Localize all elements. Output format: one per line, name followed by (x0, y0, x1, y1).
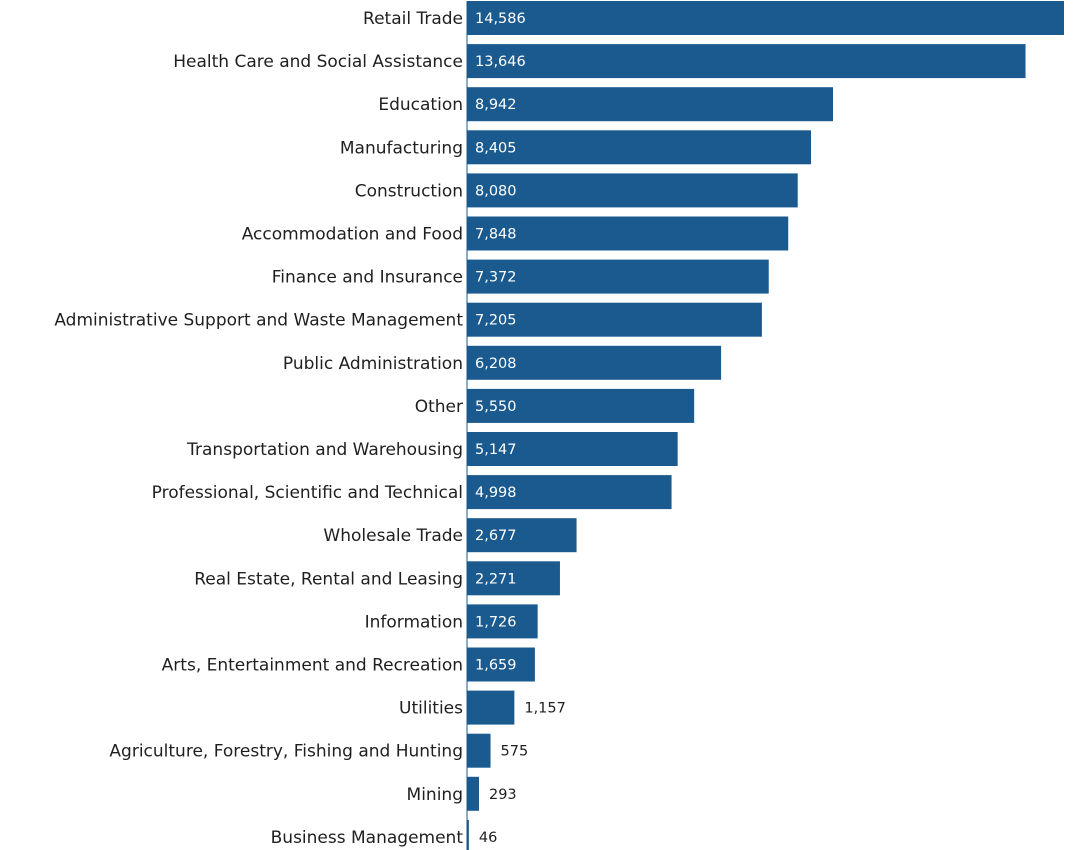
value-label-public-administration: 6,208 (475, 356, 517, 372)
bar-professional-scientific-and-technical (467, 475, 672, 510)
category-label-finance-and-insurance: Finance and Insurance (272, 268, 463, 288)
category-label-construction: Construction (355, 181, 463, 201)
value-label-other: 5,550 (475, 399, 517, 415)
category-label-professional-scientific-and-technical: Professional, Scientific and Technical (152, 483, 463, 503)
bar-other (467, 388, 695, 423)
bar-public-administration (467, 345, 722, 380)
bars-layer (467, 1, 1064, 850)
bar-wholesale-trade (467, 518, 577, 553)
bar-administrative-support-and-waste-management (467, 302, 762, 337)
bar-health-care-and-social-assistance (467, 44, 1026, 79)
category-label-administrative-support-and-waste-management: Administrative Support and Waste Managem… (54, 311, 463, 331)
category-label-utilities: Utilities (399, 699, 463, 719)
value-label-information: 1,726 (475, 614, 517, 630)
category-label-other: Other (415, 397, 463, 417)
category-label-health-care-and-social-assistance: Health Care and Social Assistance (173, 52, 463, 72)
value-label-agriculture-forestry-fishing-and-hunting: 575 (501, 744, 529, 760)
category-label-manufacturing: Manufacturing (340, 138, 463, 158)
category-label-education: Education (378, 95, 463, 115)
category-label-transportation-and-warehousing: Transportation and Warehousing (186, 440, 463, 460)
bar-retail-trade (467, 1, 1064, 35)
category-label-business-management: Business Management (271, 828, 464, 848)
category-label-mining: Mining (407, 785, 463, 805)
value-label-manufacturing: 8,405 (475, 140, 517, 156)
bar-arts-entertainment-and-recreation (467, 647, 535, 682)
bar-agriculture-forestry-fishing-and-hunting (467, 733, 491, 768)
value-label-utilities: 1,157 (524, 701, 566, 717)
bar-mining (467, 776, 479, 811)
value-label-finance-and-insurance: 7,372 (475, 270, 517, 286)
bar-utilities (467, 690, 515, 725)
category-label-wholesale-trade: Wholesale Trade (323, 526, 463, 546)
value-label-real-estate-rental-and-leasing: 2,271 (475, 571, 517, 587)
value-label-professional-scientific-and-technical: 4,998 (475, 485, 517, 501)
bar-real-estate-rental-and-leasing (467, 561, 560, 596)
value-label-accommodation-and-food: 7,848 (475, 227, 517, 243)
category-labels-layer: Retail Trade Health Care and Social Assis… (54, 9, 463, 848)
category-label-agriculture-forestry-fishing-and-hunting: Agriculture, Forestry, Fishing and Hunti… (109, 742, 463, 762)
value-label-wholesale-trade: 2,677 (475, 528, 517, 544)
category-label-arts-entertainment-and-recreation: Arts, Entertainment and Recreation (162, 656, 463, 676)
value-label-health-care-and-social-assistance: 13,646 (475, 54, 526, 70)
bar-transportation-and-warehousing (467, 432, 678, 466)
bar-finance-and-insurance (467, 259, 769, 294)
bar-business-management (467, 819, 469, 850)
value-label-arts-entertainment-and-recreation: 1,659 (475, 658, 517, 674)
bar-education (467, 87, 833, 122)
value-label-mining: 293 (489, 787, 517, 803)
category-label-real-estate-rental-and-leasing: Real Estate, Rental and Leasing (194, 569, 463, 589)
bar-information (467, 604, 538, 639)
value-label-administrative-support-and-waste-management: 7,205 (475, 313, 517, 329)
value-label-education: 8,942 (475, 97, 517, 113)
bar-manufacturing (467, 130, 812, 165)
category-label-retail-trade: Retail Trade (363, 9, 463, 29)
bar-accommodation-and-food (467, 216, 789, 251)
value-label-transportation-and-warehousing: 5,147 (475, 442, 517, 458)
value-label-business-management: 46 (479, 830, 497, 846)
value-labels-layer: 14,586 13,646 8,942 8,405 8,080 7,848 7,372 7,2… (475, 11, 566, 846)
value-label-retail-trade: 14,586 (475, 11, 526, 27)
value-label-construction: 8,080 (475, 183, 517, 199)
category-label-public-administration: Public Administration (283, 354, 463, 374)
bar-construction (467, 173, 798, 208)
category-label-information: Information (365, 612, 463, 632)
category-label-accommodation-and-food: Accommodation and Food (242, 225, 463, 245)
